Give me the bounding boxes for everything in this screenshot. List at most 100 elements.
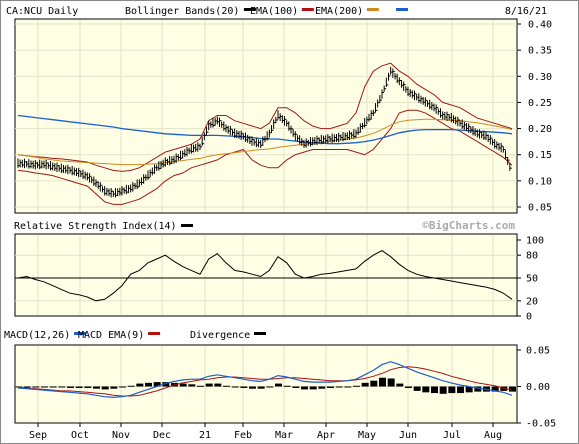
x-tick-label: Aug bbox=[484, 430, 502, 441]
rsi-line bbox=[17, 250, 513, 302]
x-tick-label: May bbox=[358, 430, 376, 441]
divergence-bar bbox=[431, 386, 438, 394]
macd-line bbox=[17, 361, 513, 399]
bollinger-lower-line bbox=[17, 109, 513, 205]
divergence-bar bbox=[101, 386, 109, 390]
divergence-bar bbox=[361, 382, 369, 387]
macd-y-axis: 0.05 0.00 -0.05 bbox=[517, 346, 556, 430]
divergence-bar bbox=[457, 386, 464, 394]
divergence-bar bbox=[136, 383, 144, 387]
x-tick-label: Dec bbox=[153, 430, 171, 441]
divergence-bar bbox=[275, 383, 282, 387]
macd-legend-label-0: MACD(12,26) bbox=[4, 330, 70, 341]
divergence-bar bbox=[197, 385, 204, 387]
divergence-bar bbox=[353, 385, 360, 387]
divergence-bar bbox=[214, 383, 222, 387]
rsi-series-line bbox=[17, 250, 513, 302]
divergence-bar bbox=[153, 382, 161, 387]
legend-label-1: EMA(100) bbox=[250, 6, 298, 17]
price-bars bbox=[17, 66, 512, 198]
divergence-bar bbox=[110, 386, 118, 389]
rsi-tick-label: 80 bbox=[526, 251, 538, 262]
x-tick-label: Apr bbox=[317, 430, 335, 441]
divergence-bar bbox=[439, 386, 447, 394]
price-tick-label: 0.30 bbox=[528, 72, 552, 83]
x-tick-label: 21 bbox=[199, 430, 211, 441]
divergence-bar bbox=[231, 386, 239, 388]
macd-legend-swatch-1 bbox=[148, 332, 161, 335]
divergence-bar bbox=[413, 386, 421, 391]
macd-legend-swatch-0 bbox=[74, 332, 87, 335]
divergence-bar bbox=[387, 378, 395, 387]
legend-swatch-3 bbox=[396, 8, 408, 11]
divergence-bar bbox=[23, 386, 31, 388]
divergence-bar bbox=[465, 386, 473, 393]
divergence-bar bbox=[283, 385, 291, 387]
price-tick-label: 0.10 bbox=[528, 176, 552, 187]
divergence-bar bbox=[422, 386, 430, 393]
divergence-bar bbox=[162, 382, 170, 387]
legend-swatch-1 bbox=[301, 8, 314, 11]
rsi-y-axis: 100 80 50 20 0 bbox=[517, 236, 544, 323]
price-tick-label: 0.35 bbox=[528, 46, 552, 57]
price-tick-label: 0.40 bbox=[528, 20, 552, 31]
price-y-axis: 0.40 0.35 0.30 0.25 0.20 0.15 0.10 0.05 bbox=[517, 20, 552, 214]
x-tick-label: Nov bbox=[112, 430, 130, 441]
macd-tick-label: -0.05 bbox=[526, 419, 556, 430]
x-tick-label: Oct bbox=[71, 430, 89, 441]
divergence-bar bbox=[500, 386, 508, 391]
divergence-bar bbox=[266, 386, 274, 388]
divergence-bar bbox=[257, 386, 265, 389]
rsi-legend-swatch bbox=[181, 224, 193, 227]
divergence-bar bbox=[370, 380, 378, 387]
price-tick-label: 0.25 bbox=[528, 98, 552, 109]
macd-legend: MACD(12,26) MACD EMA(9) Divergence bbox=[4, 330, 266, 341]
x-tick-label: Jul bbox=[443, 430, 461, 441]
legend-swatch-0 bbox=[243, 8, 256, 11]
x-tick-label: Feb bbox=[234, 430, 252, 441]
divergence-bar bbox=[474, 386, 482, 392]
price-grid bbox=[15, 20, 517, 212]
x-tick-label: Jun bbox=[399, 430, 417, 441]
legend-label-0: Bollinger Bands(20) bbox=[125, 6, 239, 17]
divergence-bar bbox=[344, 386, 352, 388]
macd-tick-label: 0.05 bbox=[526, 346, 550, 357]
divergence-bar bbox=[49, 386, 57, 388]
divergence-bar bbox=[188, 384, 196, 387]
divergence-bar bbox=[379, 377, 386, 387]
price-tick-label: 0.20 bbox=[528, 124, 552, 135]
macd-legend-swatch-2 bbox=[254, 332, 266, 335]
divergence-bar bbox=[249, 386, 256, 389]
divergence-bar bbox=[93, 386, 100, 389]
macd-panel-bg bbox=[14, 344, 518, 424]
x-axis: Sep Oct Nov Dec 21 Feb Mar Apr May Jun Jul Aug bbox=[29, 423, 502, 441]
divergence-bar bbox=[491, 386, 499, 392]
macd-legend-label-2: Divergence bbox=[190, 330, 250, 341]
divergence-bar bbox=[32, 386, 40, 388]
legend-label-2: EMA(200) bbox=[315, 6, 363, 17]
divergence-bar bbox=[327, 386, 334, 388]
divergence-bar bbox=[448, 386, 456, 394]
divergence-bar bbox=[309, 386, 317, 390]
rsi-tick-label: 20 bbox=[526, 296, 538, 307]
divergence-bar bbox=[84, 386, 92, 388]
divergence-bar bbox=[301, 386, 308, 390]
divergence-bar bbox=[41, 386, 48, 388]
price-tick-label: 0.05 bbox=[528, 203, 552, 214]
legend-swatch-2 bbox=[366, 8, 379, 11]
macd-lines bbox=[17, 361, 513, 399]
macd-tick-label: 0.00 bbox=[526, 382, 550, 393]
divergence-bar bbox=[67, 386, 74, 388]
price-tick-label: 0.15 bbox=[528, 150, 552, 161]
divergence-bar bbox=[240, 386, 248, 388]
price-legend: Bollinger Bands(20) EMA(100) EMA(200) bbox=[125, 6, 408, 17]
divergence-bar bbox=[509, 386, 516, 392]
divergence-bar bbox=[318, 386, 326, 389]
divergence-bar bbox=[75, 386, 83, 388]
ema100-line bbox=[17, 118, 513, 166]
divergence-bar bbox=[405, 386, 412, 388]
rsi-panel-bg bbox=[14, 233, 518, 317]
rsi-tick-label: 100 bbox=[526, 236, 544, 247]
macd-divergence-histogram bbox=[15, 377, 516, 394]
